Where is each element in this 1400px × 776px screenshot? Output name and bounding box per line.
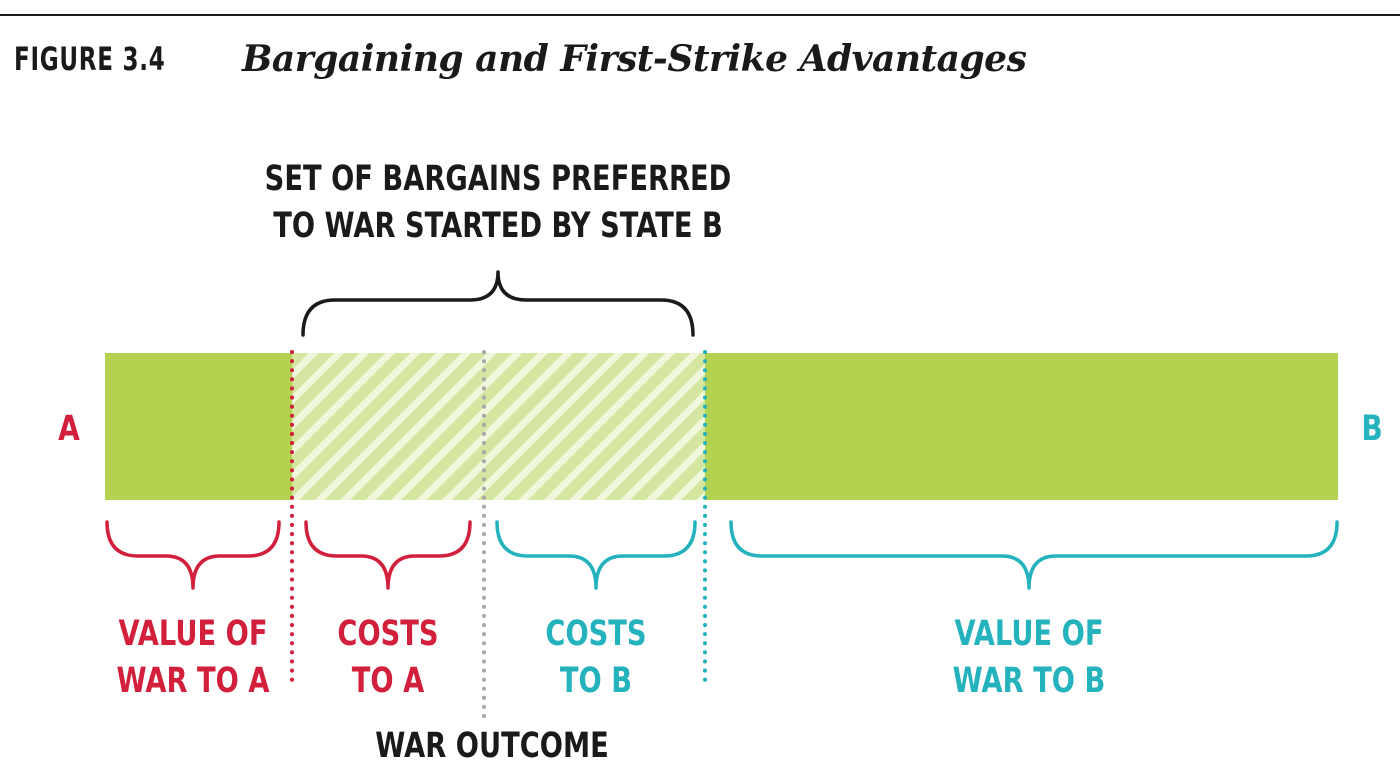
value-of-war-to-a-brace [105,520,281,590]
value-of-war-to-b-brace [729,520,1339,590]
state-b-label: B [1361,409,1382,449]
bargaining-range-hatch [292,353,705,500]
bargain-set-brace [301,270,695,337]
bargain-set-label-line2: TO WAR STARTED BY STATE B [273,206,723,246]
value-of-war-to-b-line2: WAR TO B [953,661,1106,701]
value-of-war-to-b-line1: VALUE OF [955,614,1104,654]
costs-to-b-line2: TO B [560,661,632,701]
costs-to-a-line1: COSTS [337,614,438,654]
outcome-bar [105,353,1338,500]
value-of-war-to-a-line2: WAR TO A [117,661,271,701]
figure-title: Bargaining and First-Strike Advantages [242,38,1027,80]
war-outcome-label: WAR OUTCOME [375,726,609,766]
figure-number: FIGURE 3.4 [14,40,166,78]
bargain-set-label-line1: SET OF BARGAINS PREFERRED [265,159,732,199]
value-of-war-to-a-line1: VALUE OF [119,614,268,654]
header-rule [0,14,1400,16]
costs-to-a-brace [304,520,472,590]
costs-to-b-brace [495,520,697,590]
costs-to-a-line2: TO A [352,661,425,701]
state-a-label: A [58,409,80,449]
costs-to-b-line1: COSTS [545,614,646,654]
